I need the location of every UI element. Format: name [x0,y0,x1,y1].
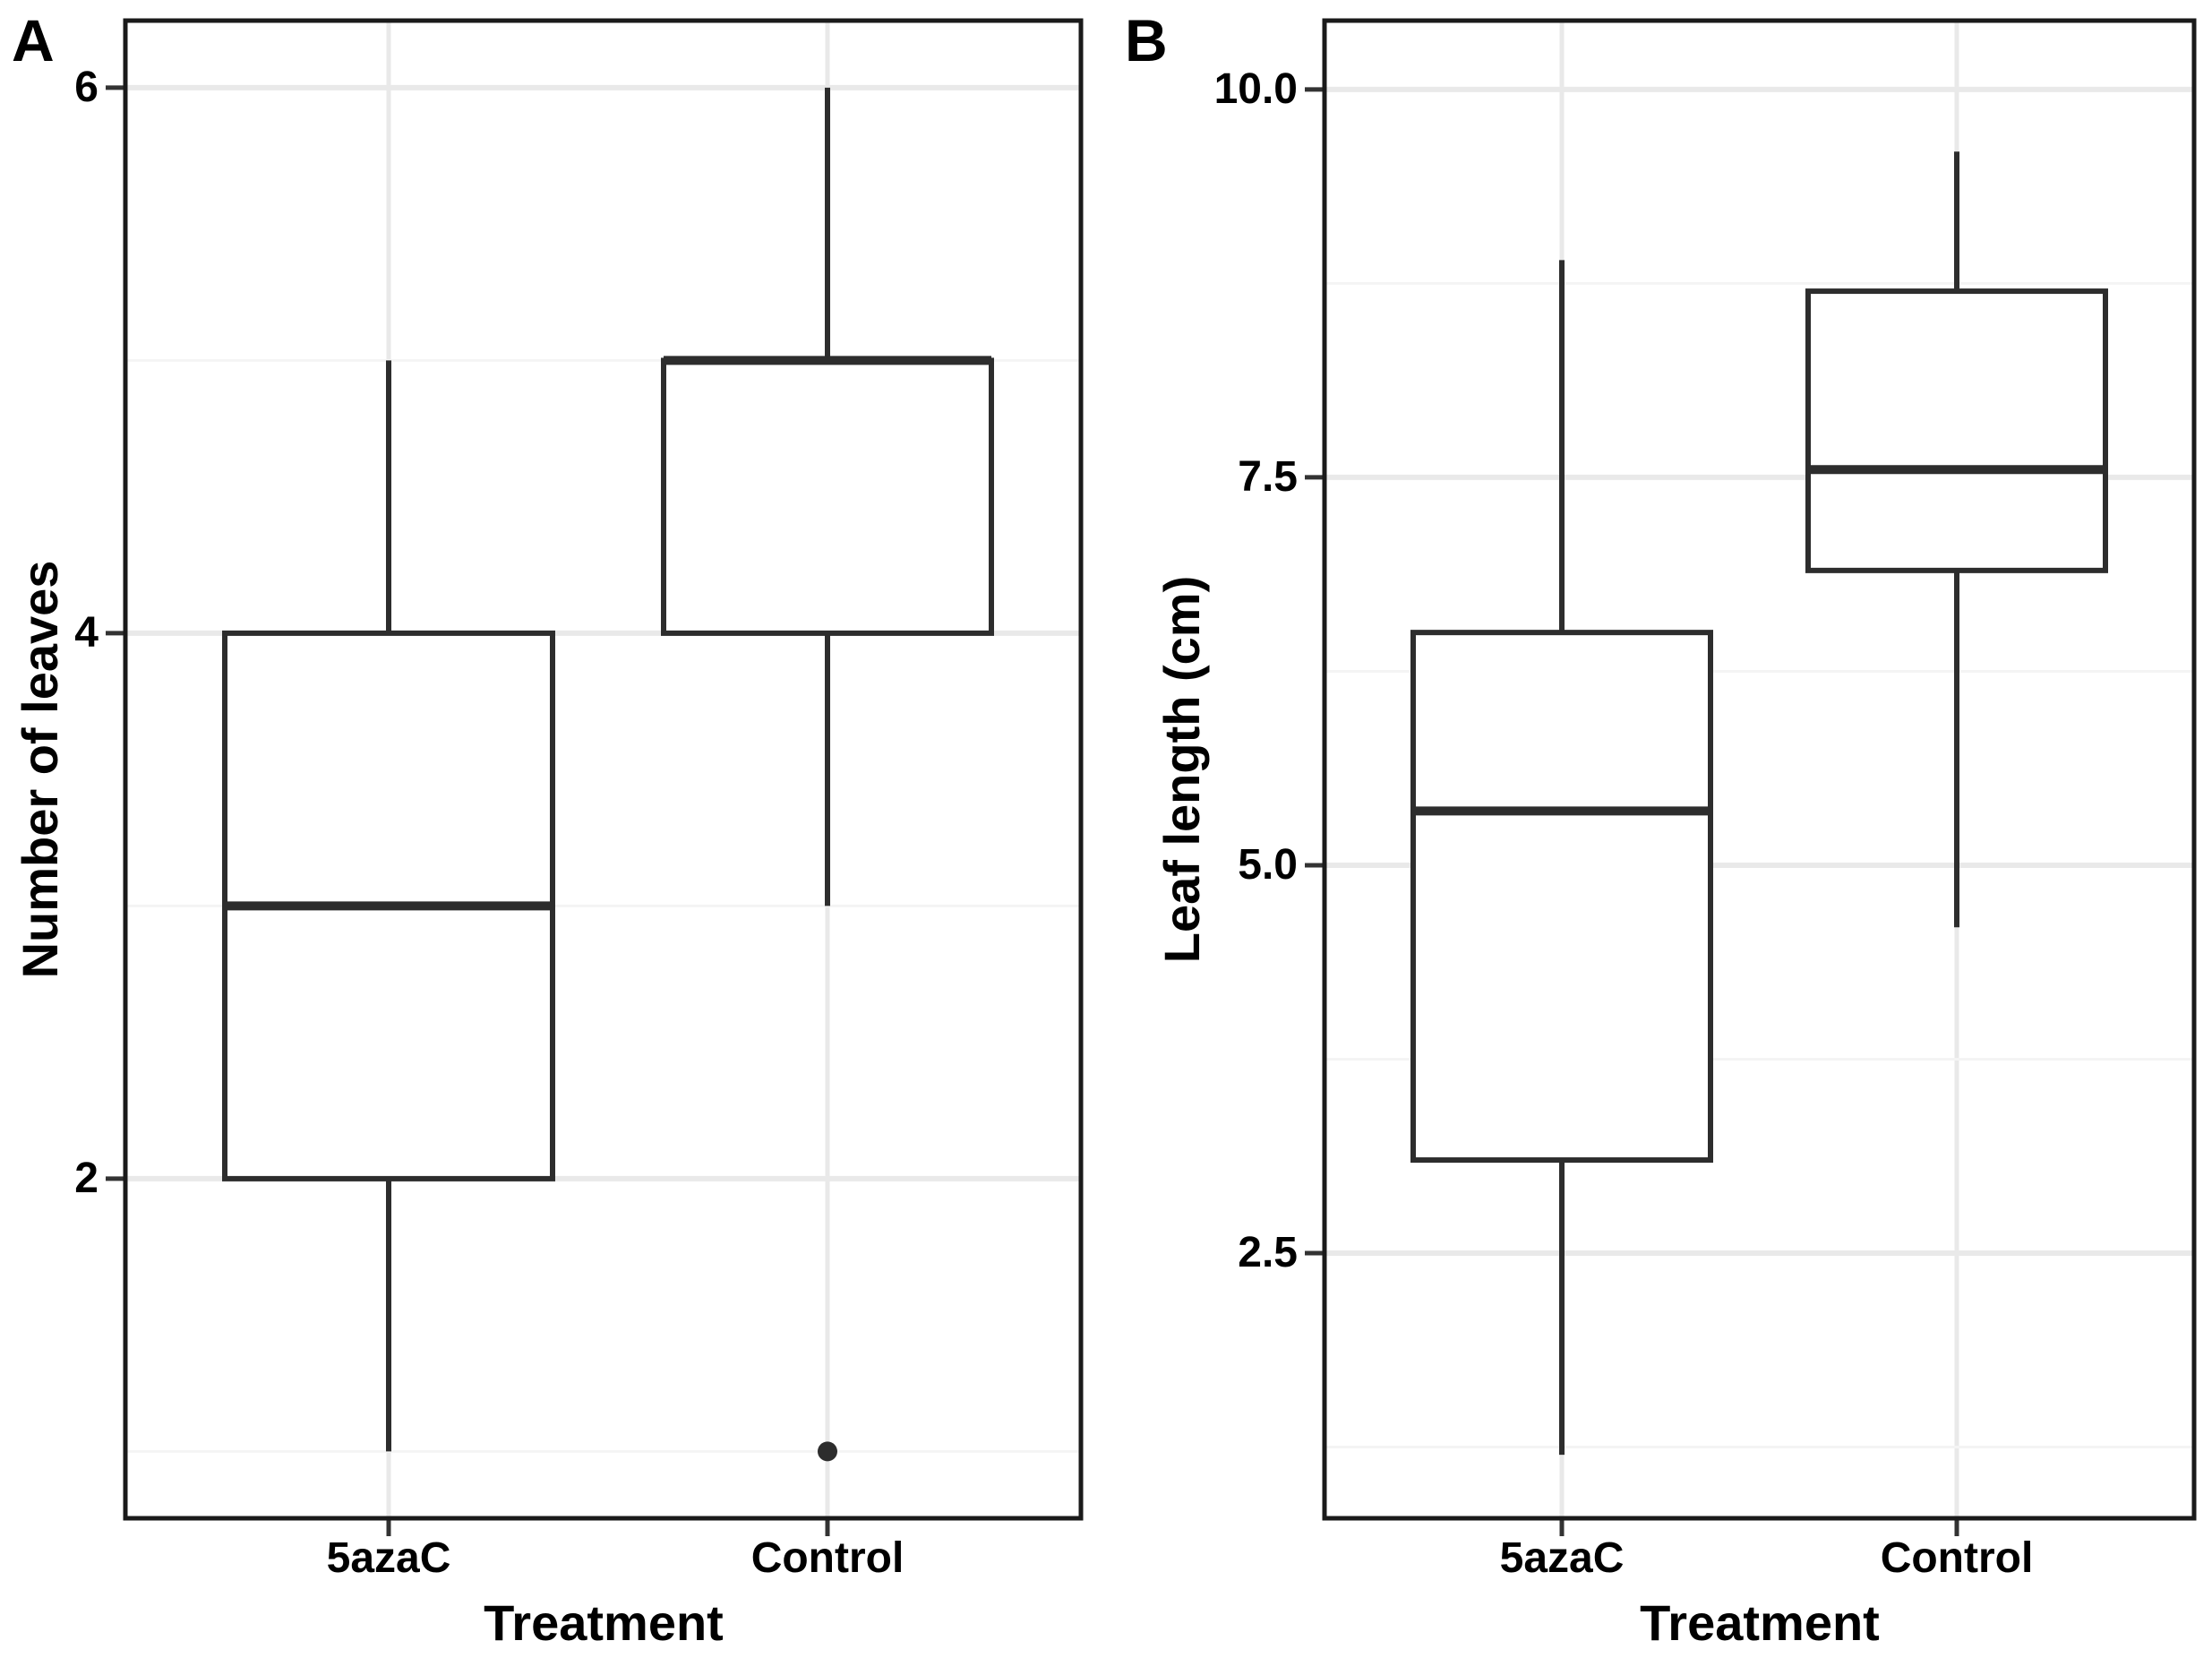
panel-b-y-tick-label-2.5: 2.5 [1238,1228,1298,1276]
panel-a-x-axis-title: Treatment [484,1594,724,1651]
panel-a-control-iqr-box [661,357,994,636]
panel-a-border [123,18,1084,1521]
panel-b-control-iqr-box [1805,288,2108,573]
panel-b-5azac-iqr-box [1410,630,1713,1164]
panel-a-letter: A [12,7,55,73]
panel-a-x-tick-label-control: Control [750,1534,905,1582]
panel-a-control-outlier-point [818,1441,837,1462]
panel-b-x-tick-label-control: Control [1880,1534,2034,1582]
panel-b-y-axis-title: Leaf length (cm) [1153,575,1210,964]
panel-a-x-tick-label-5azac: 5azaC [326,1534,451,1582]
panel-b-x-tick-label-5azac: 5azaC [1499,1534,1625,1582]
panel-b-y-tick-label-5.0: 5.0 [1238,840,1298,889]
panel-b-border [1322,18,2197,1521]
panel-a-y-tick-label-4: 4 [74,608,99,657]
panel-a-y-axis-title: Number of leaves [12,560,68,979]
panel-b-letter: B [1125,7,1168,73]
panel-b-y-tick-label-10.0: 10.0 [1213,64,1298,113]
panel-a-y-tick-label-2: 2 [74,1154,99,1202]
panel-b-x-axis-title: Treatment [1640,1594,1880,1651]
panel-b-y-tick-label-7.5: 7.5 [1238,452,1298,501]
panel-a-y-tick-label-6: 6 [74,63,99,111]
